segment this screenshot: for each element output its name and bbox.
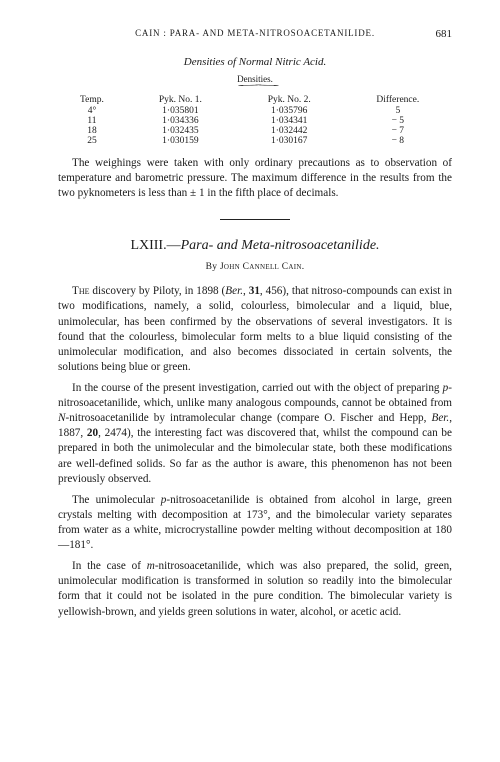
text: -nitrosoacetanilide by intramolecular ch…	[65, 412, 431, 424]
cell: 4°	[58, 106, 126, 116]
page-number: 681	[436, 28, 453, 40]
table-row: 4° 1·035801 1·035796 5	[58, 106, 452, 116]
cell: 1·030167	[235, 136, 344, 146]
density-table: Temp. Pyk. No. 1. Pyk. No. 2. Difference…	[58, 94, 452, 146]
text: In the case of	[72, 560, 147, 572]
text: The unimolecular	[72, 494, 161, 506]
table-row: 11 1·034336 1·034341 − 5	[58, 116, 452, 126]
running-head: CAIN : PARA- AND META-NITROSOACETANILIDE…	[58, 28, 452, 38]
text: discovery by Piloty, in 1898 (	[90, 285, 226, 297]
table-row: 18 1·032435 1·032442 − 7	[58, 126, 452, 136]
volume-number: 20	[87, 427, 98, 439]
cell: 1·030159	[126, 136, 235, 146]
col-pyk1: Pyk. No. 1.	[126, 94, 235, 106]
article-title-italic: Para- and Meta-nitrosoacetanilide.	[181, 238, 380, 253]
text: In the course of the present investigati…	[72, 382, 443, 394]
article-number: LXIII.—	[130, 238, 180, 253]
byline: By John Cannell Cain.	[58, 262, 452, 272]
paragraph-4: In the case of m-nitrosoacetanilide, whi…	[58, 559, 452, 619]
cell: − 8	[344, 136, 452, 146]
cell: 1·034341	[235, 116, 344, 126]
dropcap-word: The	[72, 285, 90, 297]
prefix-m: m	[147, 560, 155, 572]
cell: 1·034336	[126, 116, 235, 126]
page: CAIN : PARA- AND META-NITROSOACETANILIDE…	[0, 0, 500, 762]
cell: 1·035796	[235, 106, 344, 116]
volume-number: 31	[249, 285, 260, 297]
article-title: LXIII.—Para- and Meta-nitrosoacetanilide…	[58, 238, 452, 254]
text: , 2474), the interesting fact was discov…	[58, 427, 452, 484]
cell: 1·035801	[126, 106, 235, 116]
running-head-text: CAIN : PARA- AND META-NITROSOACETANILIDE…	[135, 28, 375, 38]
paragraph-2: In the course of the present investigati…	[58, 381, 452, 487]
paragraph-prelim: The weighings were taken with only ordin…	[58, 156, 452, 201]
col-diff: Difference.	[344, 94, 452, 106]
col-pyk2: Pyk. No. 2.	[235, 94, 344, 106]
author-name: John Cannell Cain.	[220, 262, 305, 272]
cell: − 5	[344, 116, 452, 126]
cell: 5	[344, 106, 452, 116]
paragraph-1: The discovery by Piloty, in 1898 (Ber., …	[58, 284, 452, 375]
table-header-row: Temp. Pyk. No. 1. Pyk. No. 2. Difference…	[58, 94, 452, 106]
cell: 18	[58, 126, 126, 136]
col-temp: Temp.	[58, 94, 126, 106]
text: , 456), that nitroso-compounds can exist…	[58, 285, 452, 373]
table-row: 25 1·030159 1·030167 − 8	[58, 136, 452, 146]
table-title: Densities of Normal Nitric Acid.	[58, 56, 452, 68]
byline-prefix: By	[206, 262, 220, 272]
cell: 1·032442	[235, 126, 344, 136]
journal-abbrev: Ber.	[431, 412, 449, 424]
cell: 25	[58, 136, 126, 146]
cell: − 7	[344, 126, 452, 136]
cell: 1·032435	[126, 126, 235, 136]
table-brace: ⏞	[0, 87, 500, 90]
journal-abbrev: Ber.	[225, 285, 243, 297]
divider-rule	[220, 219, 290, 220]
table-superheader: Densities.	[58, 74, 452, 84]
paragraph-3: The unimolecular p-nitrosoacetanilide is…	[58, 493, 452, 553]
cell: 11	[58, 116, 126, 126]
